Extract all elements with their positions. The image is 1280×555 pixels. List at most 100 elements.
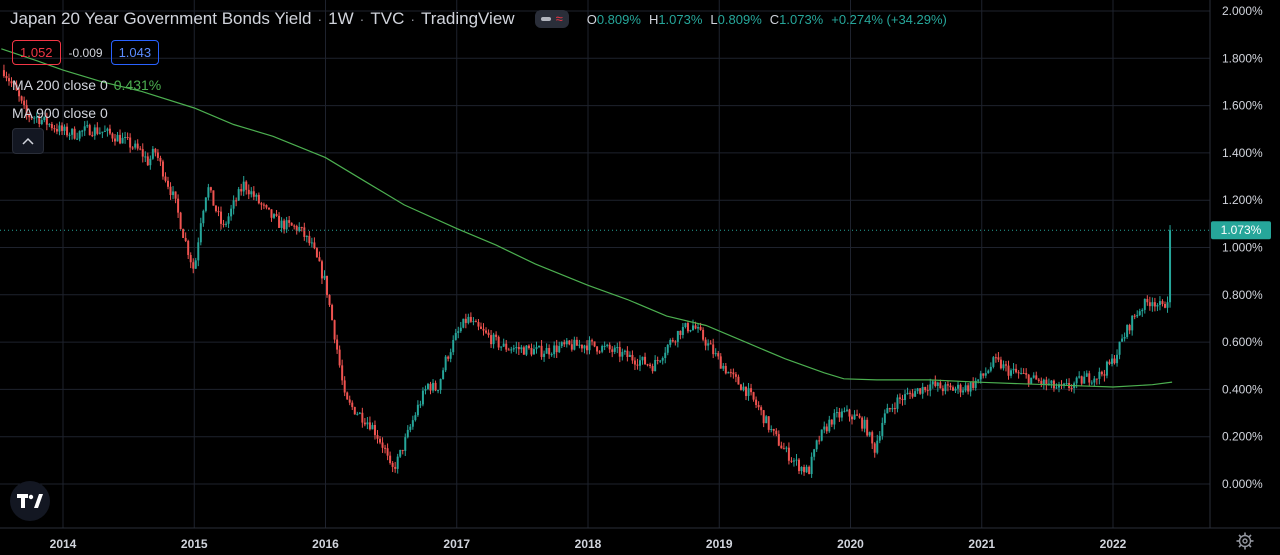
- candle-body: [373, 425, 376, 436]
- low-value: 0.809%: [717, 11, 762, 27]
- candle-body: [1010, 370, 1013, 376]
- candle-body: [957, 384, 960, 389]
- candle-body: [379, 438, 382, 443]
- candle-body: [999, 359, 1002, 369]
- candle-body: [247, 189, 250, 195]
- candle-body: [469, 316, 472, 322]
- open-label: O: [586, 11, 597, 27]
- price-tick-label: 1.400%: [1222, 146, 1263, 160]
- separator-dot: ·: [317, 11, 323, 27]
- time-axis[interactable]: 2014 2015 2016 2017 2018 2019 2020 2021 2022: [50, 537, 1127, 551]
- candle-body: [969, 382, 972, 392]
- candle-body: [293, 225, 296, 227]
- candle-body: [681, 327, 684, 335]
- candle-body: [565, 340, 568, 345]
- candle-body: [790, 460, 793, 462]
- time-tick-label: 2014: [50, 537, 77, 551]
- tradingview-logo-icon[interactable]: [10, 481, 50, 521]
- candle-body: [174, 191, 177, 199]
- candle-body: [182, 229, 185, 238]
- candle-body: [1166, 302, 1169, 308]
- candle-body: [121, 137, 124, 144]
- candle-body: [512, 348, 515, 350]
- candle-body: [651, 366, 654, 372]
- candle-body: [48, 124, 51, 126]
- bid-price-button[interactable]: 1.052: [12, 40, 61, 65]
- candle-body: [752, 392, 755, 400]
- candle-body: [1032, 375, 1035, 378]
- candle-body: [593, 341, 596, 347]
- gear-icon[interactable]: [1236, 532, 1254, 550]
- candle-body: [689, 329, 692, 332]
- candle-body: [598, 351, 601, 353]
- candle-body: [103, 130, 106, 132]
- symbol-name[interactable]: Japan 20 Year Government Bonds Yield: [10, 9, 312, 28]
- candle-body: [278, 215, 281, 228]
- candle-body: [535, 347, 538, 350]
- candle-body: [386, 448, 389, 456]
- candle-body: [522, 347, 525, 355]
- ma-200-legend[interactable]: MA 200 close 0 0.431%: [12, 77, 161, 93]
- candle-body: [588, 340, 591, 351]
- ask-price-button[interactable]: 1.043: [110, 40, 160, 65]
- last-price-label: 1.073%: [1221, 223, 1262, 237]
- candle-body: [298, 227, 301, 231]
- collapse-legend-button[interactable]: [12, 128, 44, 154]
- candle-body: [929, 384, 932, 391]
- candle-body: [280, 220, 283, 228]
- candle-body: [290, 222, 293, 226]
- candle-body: [209, 187, 212, 191]
- candle-body: [823, 426, 826, 430]
- candle-body: [636, 364, 639, 366]
- price-tick-label: 1.800%: [1222, 51, 1263, 65]
- candle-body: [858, 415, 861, 418]
- separator-dot: ·: [410, 11, 416, 27]
- candle-body: [462, 318, 465, 328]
- candle-body: [646, 364, 649, 366]
- candle-body: [1004, 364, 1007, 366]
- candle-body: [994, 357, 997, 359]
- candle-body: [1108, 361, 1111, 364]
- candle-body: [853, 414, 856, 420]
- candle-body: [141, 149, 144, 157]
- candle-body: [659, 360, 662, 362]
- candle-body: [997, 357, 1000, 360]
- candle-body: [949, 385, 952, 388]
- candle-body: [532, 349, 535, 355]
- price-axis[interactable]: 0.000% 0.200% 0.400% 0.600% 0.800% 1.000% 1.20…: [1222, 4, 1263, 491]
- candle-body: [338, 349, 341, 366]
- candle-body: [376, 435, 379, 439]
- candle-body: [265, 205, 268, 208]
- interval-label[interactable]: 1W: [328, 9, 354, 28]
- candle-body: [394, 466, 397, 469]
- candle-body: [525, 345, 528, 355]
- candle-body: [919, 388, 922, 394]
- candle-body: [886, 408, 889, 414]
- candle-body: [618, 347, 621, 357]
- visibility-toggle[interactable]: ≈: [534, 10, 569, 28]
- candle-body: [707, 343, 710, 346]
- candle-body: [1141, 309, 1144, 312]
- candle-body: [38, 116, 41, 125]
- candle-body: [563, 342, 566, 345]
- candle-body: [149, 158, 152, 166]
- candle-body: [308, 235, 311, 244]
- candle-body: [1146, 298, 1149, 303]
- candle-body: [962, 390, 965, 393]
- candle-body: [18, 90, 21, 97]
- candle-body: [1148, 302, 1151, 307]
- candle-body: [888, 408, 891, 410]
- candle-body: [704, 339, 707, 346]
- candle-body: [262, 204, 265, 206]
- ma-900-legend[interactable]: MA 900 close 0: [12, 105, 108, 121]
- price-tick-label: 0.600%: [1222, 335, 1263, 349]
- candle-body: [545, 348, 548, 354]
- candle-body: [939, 382, 942, 389]
- candle-body: [1093, 378, 1096, 383]
- candle-body: [275, 214, 278, 216]
- separator-dot: ·: [359, 11, 365, 27]
- candle-body: [1116, 354, 1119, 364]
- candle-body: [979, 373, 982, 380]
- candle-body: [283, 220, 286, 230]
